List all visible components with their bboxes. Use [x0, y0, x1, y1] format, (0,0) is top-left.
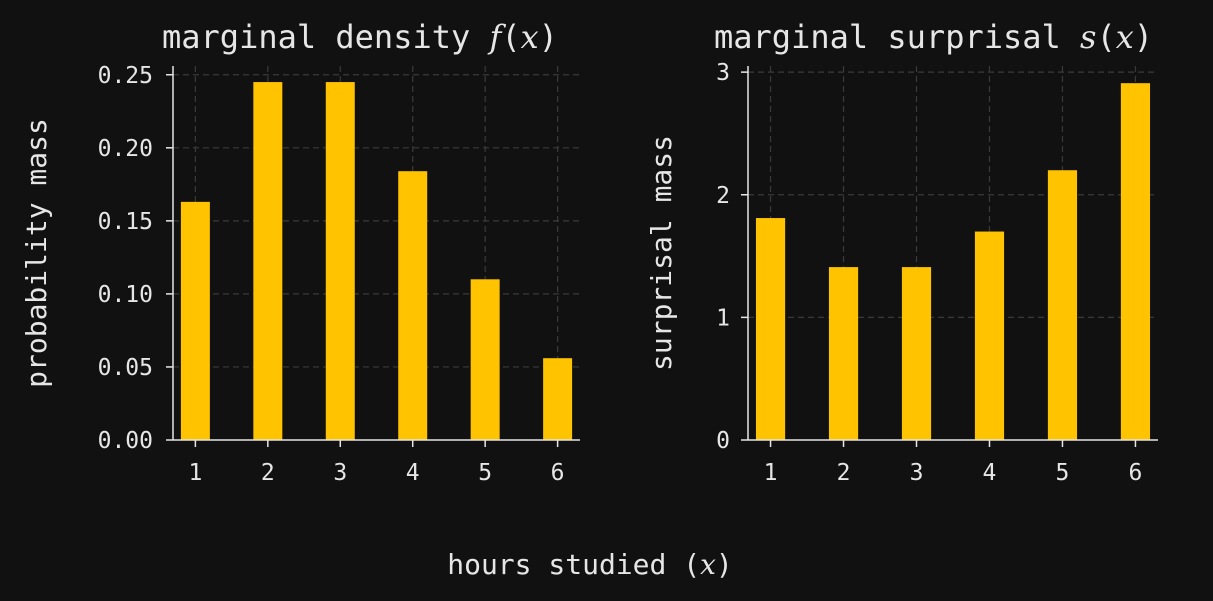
density-bar-4	[398, 171, 428, 440]
density-bars	[180, 82, 573, 440]
surprisal-y-tick-label: 1	[716, 305, 730, 331]
density-bar-1	[180, 201, 210, 440]
surprisal-bars	[755, 83, 1151, 441]
surprisal-chart-title: marginal surprisal s(x)	[714, 18, 1153, 56]
density-y-tick-label: 0.00	[98, 428, 153, 454]
surprisal-y-tick-label: 0	[716, 428, 730, 454]
density-bar-3	[325, 82, 355, 440]
surprisal-chart: marginal surprisal s(x) surprisal mass 1…	[645, 18, 1158, 486]
surprisal-bar-1	[755, 218, 786, 440]
surprisal-grid	[748, 66, 1158, 440]
density-x-tick-label: 1	[188, 460, 202, 486]
surprisal-x-tick-label: 6	[1129, 460, 1143, 486]
density-bar-6	[543, 358, 573, 440]
density-chart-title: marginal density f(x)	[162, 18, 558, 56]
density-x-tick-label: 5	[478, 460, 492, 486]
surprisal-x-tick-label: 2	[837, 460, 851, 486]
surprisal-x-tick-label: 4	[983, 460, 997, 486]
surprisal-bar-4	[974, 231, 1005, 440]
density-x-tick-label: 4	[406, 460, 420, 486]
density-y-tick-label: 0.20	[98, 136, 153, 162]
surprisal-bar-5	[1047, 170, 1078, 441]
shared-x-axis-label: hours studied (x)	[447, 548, 733, 581]
density-x-tick-label: 6	[551, 460, 565, 486]
surprisal-bar-3	[901, 267, 932, 440]
surprisal-bar-6	[1120, 83, 1151, 441]
surprisal-x-tick-label: 1	[764, 460, 778, 486]
surprisal-x-tick-label: 3	[910, 460, 924, 486]
surprisal-bar-2	[828, 267, 859, 440]
density-x-tick-label: 3	[333, 460, 347, 486]
density-y-tick-label: 0.15	[98, 209, 153, 235]
density-y-tick-label: 0.05	[98, 355, 153, 381]
density-x-tick-label: 2	[261, 460, 275, 486]
density-y-tick-label: 0.10	[98, 282, 153, 308]
density-y-tick-label: 0.25	[98, 63, 153, 89]
surprisal-axes: 1 2 3 4 5 6 0 1 2 3	[716, 60, 1158, 486]
surprisal-y-axis-label: surprisal mass	[645, 135, 678, 371]
surprisal-x-tick-label: 5	[1056, 460, 1070, 486]
surprisal-y-tick-label: 3	[716, 60, 730, 86]
density-y-axis-label: probability mass	[20, 118, 53, 388]
density-bar-5	[470, 279, 500, 440]
density-chart: marginal density f(x) probability mass 1…	[20, 18, 580, 486]
density-bar-2	[253, 82, 283, 440]
density-axes: 1 2 3 4 5 6 0.00 0.05 0.10 0.15 0.20 0.25	[98, 63, 580, 486]
density-grid	[173, 66, 580, 440]
surprisal-y-tick-label: 2	[716, 183, 730, 209]
